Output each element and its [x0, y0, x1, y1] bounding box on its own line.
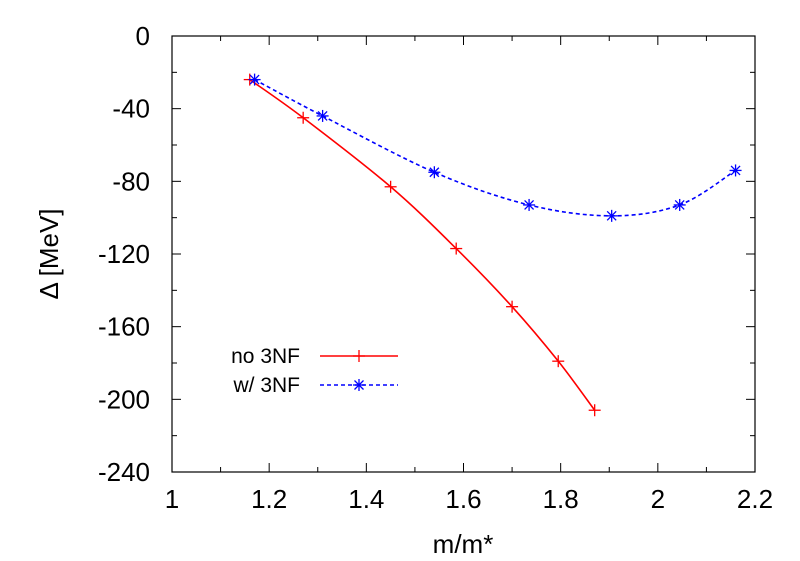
legend-entry-2: w/ 3NF — [232, 374, 398, 397]
data-point-1 — [297, 111, 310, 124]
x-tick-label: 1.2 — [251, 484, 287, 514]
data-point-1 — [506, 300, 519, 313]
legend: no 3NF w/ 3NF — [231, 345, 398, 397]
y-tick-label: -40 — [112, 94, 150, 124]
legend-marker — [353, 379, 365, 391]
x-tick-label: 1 — [165, 484, 179, 514]
legend-label: no 3NF — [231, 345, 300, 368]
data-point-1 — [450, 242, 463, 255]
plot-frame — [171, 35, 756, 473]
series-line-2 — [254, 78, 736, 217]
data-point-2 — [248, 73, 261, 86]
y-axis-label: Δ [MeV] — [34, 208, 64, 299]
y-tick-label: -120 — [98, 239, 150, 269]
series-line-1 — [249, 78, 596, 411]
y-tick-label: -200 — [98, 384, 150, 414]
data-point-1 — [552, 355, 565, 368]
data-point-2 — [605, 209, 618, 222]
series-layer — [243, 73, 742, 417]
axis-ticks — [171, 35, 756, 473]
data-point-2 — [316, 109, 329, 122]
x-tick-label: 1.4 — [348, 484, 384, 514]
y-tick-label: -240 — [98, 457, 150, 487]
x-tick-label: 1.6 — [445, 484, 481, 514]
data-point-2 — [428, 166, 441, 179]
legend-label: w/ 3NF — [232, 374, 300, 397]
y-tick-label: 0 — [136, 21, 150, 51]
data-point-1 — [384, 180, 397, 193]
x-tick-label: 2.2 — [737, 484, 773, 514]
x-axis-label: m/m* — [433, 529, 494, 559]
tick-labels: 1 1.2 1.4 1.6 1.8 2 2.2 0 -40 -80 -120 -160 -200 -240 — [98, 21, 773, 514]
data-point-2 — [673, 198, 686, 211]
y-tick-label: -80 — [112, 166, 150, 196]
data-point-2 — [729, 164, 742, 177]
legend-entry-1: no 3NF — [231, 345, 398, 368]
data-point-1 — [588, 404, 601, 417]
x-tick-label: 2 — [651, 484, 665, 514]
legend-marker — [353, 350, 365, 362]
x-tick-label: 1.8 — [543, 484, 579, 514]
data-point-2 — [523, 198, 536, 211]
y-tick-label: -160 — [98, 312, 150, 342]
